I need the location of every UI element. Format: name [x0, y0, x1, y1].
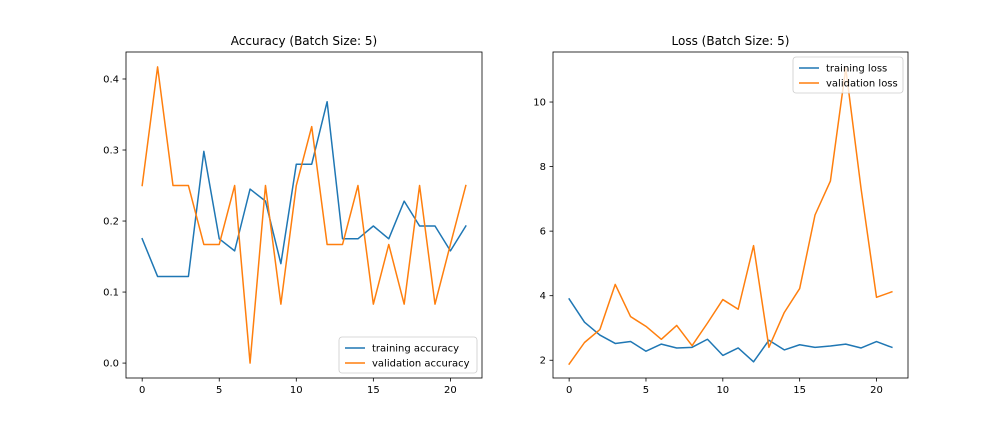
accuracy-y-tick-label: 0.1 — [103, 288, 119, 299]
loss-x-tick-label: 0 — [566, 385, 572, 396]
accuracy-chart: Accuracy (Batch Size: 5) 0 5 10 15 20 0.0 0.1 0.… — [103, 34, 483, 396]
loss-chart: Loss (Batch Size: 5) 0 5 10 15 20 2 4 6 8 10 traini… — [533, 34, 909, 396]
accuracy-series-line-training — [141, 100, 467, 278]
accuracy-x-tick-label: 10 — [290, 385, 303, 396]
accuracy-x-tick-label: 0 — [139, 385, 145, 396]
accuracy-legend-box — [338, 336, 478, 374]
loss-y-tick-label: 10 — [533, 98, 546, 109]
loss-x-tick-label: 5 — [643, 385, 649, 396]
loss-x-tick-label: 15 — [793, 385, 806, 396]
accuracy-chart-title: Accuracy (Batch Size: 5) — [231, 34, 377, 48]
accuracy-y-tick-label: 0.2 — [103, 217, 119, 228]
loss-legend-label: training loss — [826, 64, 887, 75]
loss-axes-frame — [552, 51, 909, 379]
accuracy-y-tick-label: 0.3 — [103, 146, 119, 157]
accuracy-series-line-validation — [141, 66, 467, 364]
loss-series-line-training — [568, 297, 893, 363]
loss-legend: training loss validation loss — [792, 56, 904, 94]
accuracy-y-tick-label: 0.0 — [103, 359, 119, 370]
accuracy-x-tick-label: 20 — [444, 385, 457, 396]
accuracy-x-tick-label: 15 — [367, 385, 380, 396]
loss-legend-label: validation loss — [826, 79, 898, 90]
loss-y-tick-label: 6 — [540, 227, 546, 238]
accuracy-y-tick-label: 0.4 — [103, 74, 119, 85]
accuracy-axes-frame — [125, 51, 483, 379]
loss-x-tick-label: 10 — [716, 385, 729, 396]
loss-chart-title: Loss (Batch Size: 5) — [672, 34, 790, 48]
accuracy-x-tick-label: 5 — [216, 385, 222, 396]
loss-series-line-validation — [568, 67, 893, 366]
loss-y-tick-label: 2 — [540, 356, 546, 367]
loss-x-tick-label: 20 — [870, 385, 883, 396]
accuracy-legend-label: training accuracy — [372, 344, 459, 355]
accuracy-legend-label: validation accuracy — [372, 359, 470, 370]
loss-legend-box — [792, 56, 904, 94]
loss-y-tick-label: 4 — [540, 291, 546, 302]
accuracy-legend: training accuracy validation accuracy — [338, 336, 478, 374]
loss-y-tick-label: 8 — [540, 162, 546, 173]
